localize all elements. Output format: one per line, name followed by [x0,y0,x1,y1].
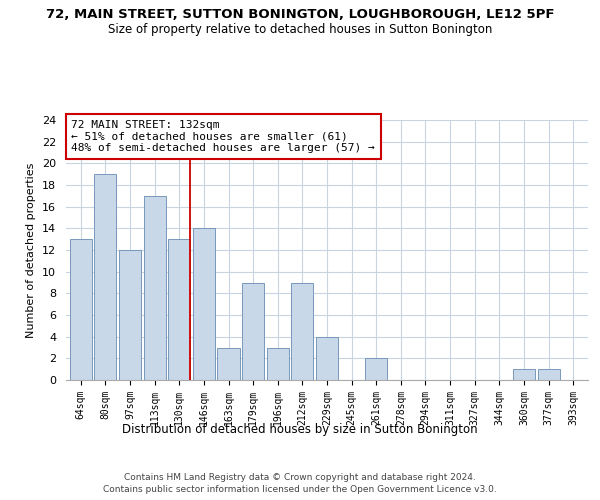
Text: Contains public sector information licensed under the Open Government Licence v3: Contains public sector information licen… [103,485,497,494]
Text: 72 MAIN STREET: 132sqm
← 51% of detached houses are smaller (61)
48% of semi-det: 72 MAIN STREET: 132sqm ← 51% of detached… [71,120,375,153]
Text: Contains HM Land Registry data © Crown copyright and database right 2024.: Contains HM Land Registry data © Crown c… [124,472,476,482]
Bar [513,369,535,380]
Y-axis label: Number of detached properties: Number of detached properties [26,162,37,338]
Bar [365,358,388,380]
Text: 72, MAIN STREET, SUTTON BONINGTON, LOUGHBOROUGH, LE12 5PF: 72, MAIN STREET, SUTTON BONINGTON, LOUGH… [46,8,554,20]
Bar [119,250,141,380]
Text: Size of property relative to detached houses in Sutton Bonington: Size of property relative to detached ho… [108,22,492,36]
Bar [217,348,239,380]
Bar [538,369,560,380]
Bar [316,336,338,380]
Bar [266,348,289,380]
Bar [143,196,166,380]
Text: Distribution of detached houses by size in Sutton Bonington: Distribution of detached houses by size … [122,422,478,436]
Bar [94,174,116,380]
Bar [242,282,264,380]
Bar [291,282,313,380]
Bar [168,239,190,380]
Bar [70,239,92,380]
Bar [193,228,215,380]
